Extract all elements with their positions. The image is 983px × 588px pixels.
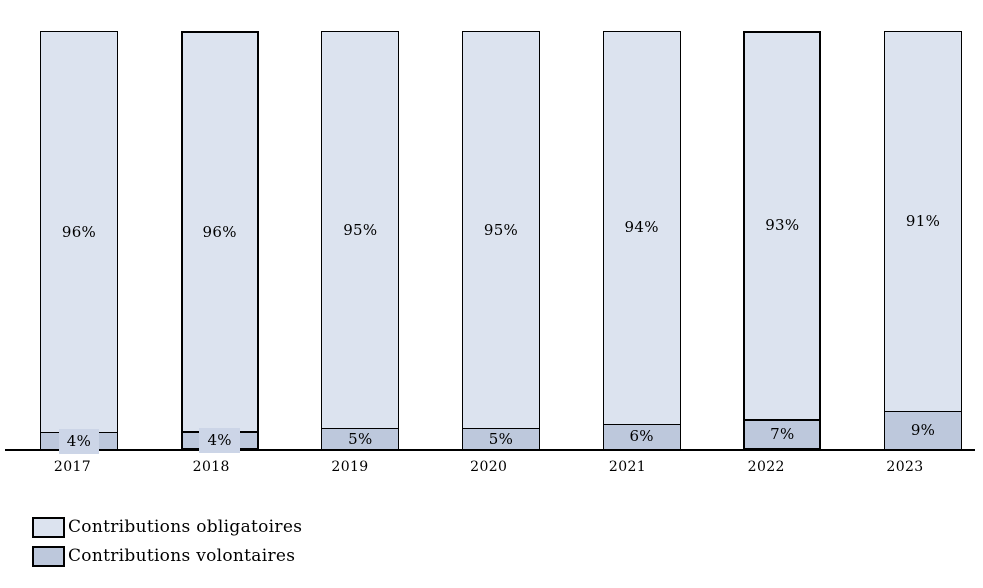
value-label-obligatoires-2023: 91% [905,212,941,231]
segment-obligatoires-2022: 93% [745,33,820,419]
value-label-obligatoires-2021: 94% [624,218,659,237]
x-tick-2017: 2017 [53,459,92,475]
segment-volontaires-2020: 5% [463,428,539,449]
bar-2020: 95% 5% [462,31,540,450]
x-tick-2018: 2018 [192,459,230,475]
x-tick-2023: 2023 [886,459,924,475]
segment-volontaires-2021: 6% [603,423,680,449]
value-label-volontaires-2019: 5% [348,429,373,448]
value-label-volontaires-2022: 7% [770,424,795,443]
legend-item-volontaires: Contributions volontaires [32,545,302,567]
value-label-volontaires-2017: 4% [58,428,100,454]
segment-volontaires-2019: 5% [322,428,399,449]
value-label-volontaires-2018: 4% [199,428,240,454]
segment-obligatoires-2023: 91% [885,32,962,412]
bar-2023: 91% 9% [884,31,963,450]
segment-volontaires-2022: 7% [745,418,820,448]
value-label-obligatoires-2019: 95% [343,220,378,239]
segment-obligatoires-2019: 95% [322,32,399,429]
segment-obligatoires-2021: 94% [603,32,680,424]
x-tick-2020: 2020 [470,459,508,475]
bar-2022: 93% 7% [743,31,822,450]
value-label-volontaires-2020: 5% [488,429,514,448]
plot-area: 96% 4% 2017 96% 4% 2018 95% 5% 2019 95% 5% 2020 94% 6… [0,31,983,475]
legend-swatch-obligatoires [32,516,65,538]
value-label-obligatoires-2017: 96% [61,222,97,241]
x-tick-2021: 2021 [608,459,647,475]
legend-swatch-volontaires [32,545,65,567]
segment-obligatoires-2018: 96% [182,33,257,432]
segment-volontaires-2017: 4% [41,428,117,454]
segment-volontaires-2023: 9% [885,411,962,449]
x-tick-2019: 2019 [331,459,369,475]
bar-2018: 96% 4% [180,31,259,454]
segment-obligatoires-2020: 95% [463,32,539,429]
value-label-volontaires-2023: 9% [910,421,936,440]
legend-label-obligatoires: Contributions obligatoires [68,517,303,537]
bar-2019: 95% 5% [321,31,400,450]
x-tick-2022: 2022 [747,459,785,475]
segment-volontaires-2018: 4% [182,428,257,454]
bar-2017: 96% 4% [40,31,118,454]
value-label-obligatoires-2020: 95% [483,220,519,239]
value-label-obligatoires-2022: 93% [765,216,800,235]
value-label-obligatoires-2018: 96% [202,222,237,241]
bar-2021: 94% 6% [602,31,681,450]
legend-label-volontaires: Contributions volontaires [68,546,296,566]
legend: Contributions obligatoires Contributions… [32,516,302,567]
value-label-volontaires-2021: 6% [629,427,654,446]
legend-item-obligatoires: Contributions obligatoires [32,516,302,538]
segment-obligatoires-2017: 96% [41,32,117,433]
